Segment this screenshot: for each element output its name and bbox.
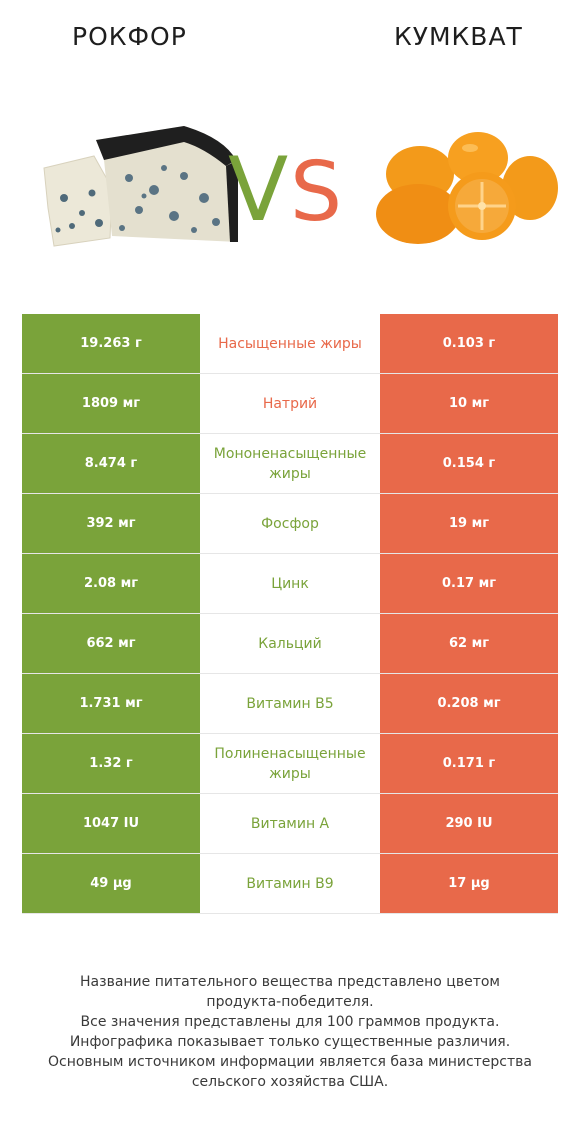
nutrient-name-cell: Фосфор — [200, 494, 380, 553]
table-row: 662 мг Кальций 62 мг — [22, 614, 558, 674]
vs-label: V S — [228, 140, 342, 230]
table-row: 1.32 г Полиненасыщенные жиры 0.171 г — [22, 734, 558, 794]
footnote: Название питательного вещества представл… — [20, 972, 560, 1092]
nutrient-label: Фосфор — [261, 515, 319, 532]
vs-s-letter: S — [290, 145, 342, 230]
nutrient-name-cell: Витамин B9 — [200, 854, 380, 913]
footnote-line: сельского хозяйства США. — [191, 1074, 389, 1090]
table-row: 392 мг Фосфор 19 мг — [22, 494, 558, 554]
left-value-cell: 49 µg — [22, 854, 200, 913]
left-value-cell: 662 мг — [22, 614, 200, 673]
left-value-cell: 1047 IU — [22, 794, 200, 853]
nutrient-name-cell: Витамин B5 — [200, 674, 380, 733]
right-value-cell: 0.208 мг — [380, 674, 558, 733]
left-value-cell: 1.731 мг — [22, 674, 200, 733]
right-product-title: КУМКВАТ — [394, 22, 523, 51]
nutrient-name-cell: Насыщенные жиры — [200, 314, 380, 373]
footnote-line: Все значения представлены для 100 граммо… — [80, 1014, 500, 1030]
nutrient-label: Насыщенные жиры — [218, 335, 362, 352]
left-value-cell: 392 мг — [22, 494, 200, 553]
nutrient-name-cell: Цинк — [200, 554, 380, 613]
right-value-cell: 290 IU — [380, 794, 558, 853]
table-row: 19.263 г Насыщенные жиры 0.103 г — [22, 314, 558, 374]
nutrient-label: Витамин B5 — [246, 695, 334, 712]
left-value-cell: 1.32 г — [22, 734, 200, 793]
left-value-cell: 19.263 г — [22, 314, 200, 373]
right-value-cell: 0.103 г — [380, 314, 558, 373]
nutrient-name-cell: Полиненасыщенные жиры — [200, 734, 380, 793]
table-row: 1.731 мг Витамин B5 0.208 мг — [22, 674, 558, 734]
right-value-cell: 19 мг — [380, 494, 558, 553]
nutrient-label: Цинк — [271, 575, 309, 592]
footnote-line: Основным источником информации является … — [48, 1054, 532, 1070]
footnote-line: Инфографика показывает только существенн… — [69, 1034, 511, 1050]
nutrient-name-cell: Мононенасыщенные жиры — [200, 434, 380, 493]
right-value-cell: 62 мг — [380, 614, 558, 673]
table-row: 8.474 г Мононенасыщенные жиры 0.154 г — [22, 434, 558, 494]
nutrient-label: Натрий — [262, 395, 318, 412]
nutrient-label: Мононенасыщенные жиры — [213, 445, 367, 482]
nutrient-label: Кальций — [258, 635, 322, 652]
nutrient-label: Полиненасыщенные жиры — [214, 745, 366, 782]
right-value-cell: 10 мг — [380, 374, 558, 433]
nutrient-label: Витамин B9 — [246, 875, 334, 892]
nutrition-comparison-table: 19.263 г Насыщенные жиры 0.103 г 1809 мг Нат… — [22, 314, 558, 914]
footnote-line: Название питательного вещества представл… — [80, 974, 500, 990]
table-row: 1809 мг Натрий 10 мг — [22, 374, 558, 434]
table-row: 2.08 мг Цинк 0.17 мг — [22, 554, 558, 614]
right-value-cell: 0.154 г — [380, 434, 558, 493]
nutrient-label: Витамин A — [250, 815, 330, 832]
table-row: 49 µg Витамин B9 17 µg — [22, 854, 558, 914]
nutrient-name-cell: Витамин A — [200, 794, 380, 853]
table-row: 1047 IU Витамин A 290 IU — [22, 794, 558, 854]
left-value-cell: 1809 мг — [22, 374, 200, 433]
right-value-cell: 17 µg — [380, 854, 558, 913]
nutrient-name-cell: Кальций — [200, 614, 380, 673]
left-value-cell: 2.08 мг — [22, 554, 200, 613]
right-value-cell: 0.17 мг — [380, 554, 558, 613]
kumquat-image — [376, 132, 558, 244]
right-value-cell: 0.171 г — [380, 734, 558, 793]
footnote-line: продукта-победителя. — [206, 994, 374, 1010]
roquefort-cheese-image — [43, 126, 238, 247]
left-product-title: РОКФОР — [72, 22, 187, 51]
nutrient-name-cell: Натрий — [200, 374, 380, 433]
left-value-cell: 8.474 г — [22, 434, 200, 493]
vs-v-letter: V — [228, 140, 288, 230]
